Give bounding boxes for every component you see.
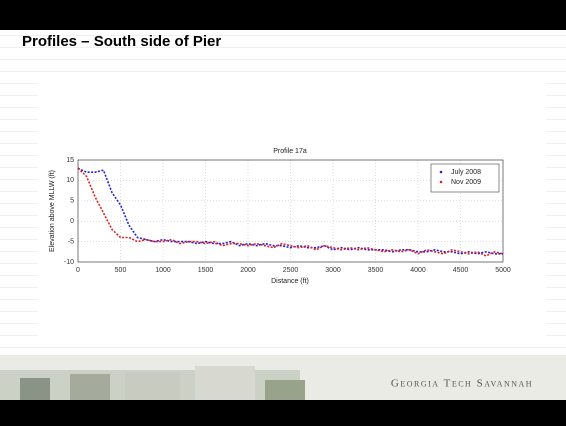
plot-frame [77,159,504,263]
chart-title: Profile 17a [273,148,307,155]
y-tick-label: 0 [70,218,74,225]
building [265,380,305,400]
y-axis-label: Elevation above MLLW (ft) [49,170,56,252]
series-line [77,167,503,255]
legend-label: July 2008 [451,169,481,176]
x-tick-label: 3500 [368,267,384,274]
x-tick-label: 2000 [240,267,256,274]
x-tick-label: 5000 [495,267,511,274]
x-axis-label: Distance (ft) [271,278,309,285]
x-tick-label: 1000 [155,267,171,274]
legend-box [430,163,500,193]
building [125,372,180,400]
x-tick-label: 1500 [198,267,214,274]
x-tick-label: 4500 [453,267,469,274]
building [20,378,50,400]
footer-text: Georgia Tech Savannah [391,378,533,390]
building [195,366,255,400]
legend-marker [439,170,443,174]
building [70,374,110,400]
x-tick-label: 500 [115,267,127,274]
slide-title: Profiles – South side of Pier [22,33,221,50]
y-tick-label: 15 [66,157,74,164]
legend-marker [439,180,443,184]
y-tick-label: 10 [66,177,74,184]
legend-label: Nov 2009 [451,179,481,186]
footer-strip: Georgia Tech Savannah [0,355,566,400]
series-line [77,167,504,257]
x-tick-label: 4000 [410,267,426,274]
x-tick-label: 0 [76,267,80,274]
x-tick-label: 3000 [325,267,341,274]
y-tick-label: 5 [70,198,74,205]
x-tick-label: 2500 [283,267,299,274]
chart: Profile 17a Distance (ft) Elevation abov… [49,148,511,285]
y-tick-label: -5 [68,238,74,245]
y-tick-label: -10 [64,259,74,266]
